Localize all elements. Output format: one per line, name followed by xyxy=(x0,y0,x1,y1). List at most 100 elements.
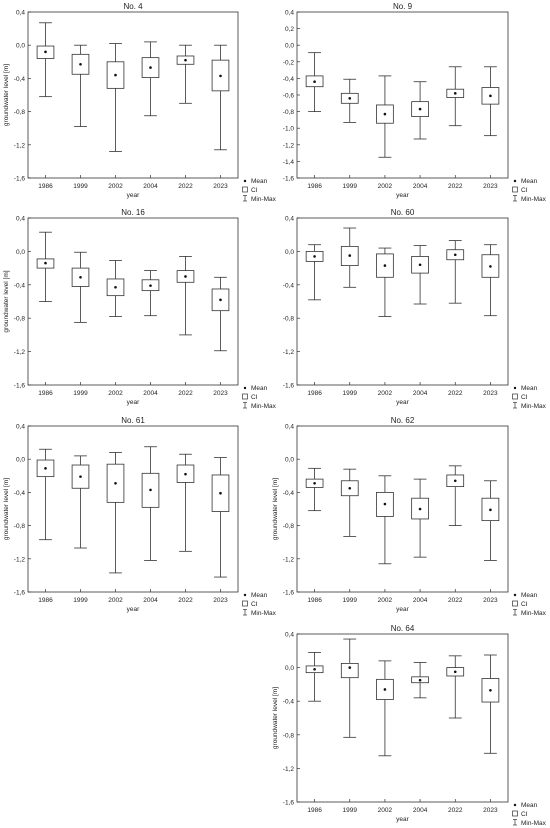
mean-point xyxy=(313,667,316,671)
y-tick-label: -0,2 xyxy=(283,59,295,66)
y-tick-label: -0,4 xyxy=(14,282,26,289)
y-tick-label: 0,0 xyxy=(16,457,25,464)
legend-ci-label: CI xyxy=(521,811,528,818)
mean-point xyxy=(348,486,352,490)
mean-point xyxy=(453,670,457,674)
chart-panel: No. 61 -1,6 -1,2 -0,8 -0,4 0,0 0,4 groundwater … xyxy=(3,416,277,617)
mean-point xyxy=(348,97,352,100)
x-tick-label: 1986 xyxy=(307,390,322,397)
x-tick-label: 2023 xyxy=(483,390,498,397)
x-tick-label: 2004 xyxy=(413,597,428,604)
mean-point xyxy=(453,479,457,483)
legend-minmax-label: Min-Max xyxy=(521,820,547,827)
y-tick-label: -1,6 xyxy=(283,590,295,597)
x-tick-label: 1986 xyxy=(307,807,322,814)
legend-mean-marker xyxy=(243,386,247,390)
y-axis-label: groundwater level [m] xyxy=(3,270,10,332)
y-tick-label: -1,6 xyxy=(283,800,295,807)
y-tick-label: -0,4 xyxy=(283,282,295,289)
mean-point xyxy=(184,275,187,278)
mean-point xyxy=(313,481,316,485)
x-tick-label: 2023 xyxy=(483,807,498,814)
x-tick-label: 2002 xyxy=(378,597,393,604)
x-tick-label: 2002 xyxy=(378,807,393,814)
x-tick-label: 1999 xyxy=(343,390,358,397)
y-tick-label: 0,0 xyxy=(16,249,25,256)
y-tick-label: -0,6 xyxy=(283,93,295,100)
chart-title: No. 60 xyxy=(391,208,415,217)
mean-point xyxy=(44,261,47,265)
x-tick-label: 2023 xyxy=(213,597,228,604)
y-tick-label: 0,0 xyxy=(16,43,25,50)
mean-point xyxy=(418,107,422,111)
x-tick-label: 2004 xyxy=(143,390,158,397)
chart-panel: No. 4 -1,6 -1,2 -0,8 -0,4 0,0 0,4 groundwater l… xyxy=(3,2,277,203)
legend-minmax-label: Min-Max xyxy=(251,196,277,203)
y-tick-label: 0,4 xyxy=(285,632,294,639)
x-axis-label: year xyxy=(396,606,409,613)
legend-mean-label: Mean xyxy=(251,385,268,392)
legend-ci-label: CI xyxy=(251,601,258,608)
mean-point xyxy=(114,481,117,485)
y-tick-label: -0,4 xyxy=(283,76,295,83)
y-tick-label: 0,0 xyxy=(285,43,294,50)
x-axis-label: year xyxy=(396,399,409,406)
legend-ci-marker xyxy=(242,600,248,607)
mean-point xyxy=(489,688,492,692)
y-tick-label: 0,4 xyxy=(16,216,25,223)
mean-point xyxy=(184,472,187,476)
chart-title: No. 64 xyxy=(391,624,415,633)
legend-ci-marker xyxy=(512,810,518,817)
y-tick-label: -1,6 xyxy=(283,176,295,183)
y-tick-label: -1,2 xyxy=(14,556,26,563)
x-tick-label: 1999 xyxy=(73,183,88,190)
x-tick-label: 1999 xyxy=(343,183,358,190)
legend-ci-marker xyxy=(242,393,248,400)
y-tick-label: 0,2 xyxy=(285,26,294,33)
y-tick-label: 0,4 xyxy=(16,10,25,17)
ci-box xyxy=(340,663,359,679)
y-tick-label: -0,4 xyxy=(14,76,26,83)
x-tick-label: 2023 xyxy=(213,183,228,190)
x-tick-label: 2023 xyxy=(483,597,498,604)
plot-frame xyxy=(296,217,509,386)
y-tick-label: 0,4 xyxy=(285,424,294,431)
plot-frame xyxy=(27,11,239,179)
legend-minmax-label: Min-Max xyxy=(251,610,277,617)
mean-point xyxy=(348,254,352,257)
x-tick-label: 1986 xyxy=(38,183,53,190)
mean-point xyxy=(149,488,152,492)
x-tick-label: 2004 xyxy=(413,390,428,397)
mean-point xyxy=(489,94,492,98)
x-tick-label: 1986 xyxy=(38,597,53,604)
y-tick-label: -1,2 xyxy=(283,349,295,356)
mean-point xyxy=(114,286,117,289)
y-tick-label: -1,2 xyxy=(14,142,26,149)
mean-point xyxy=(114,73,117,77)
legend-mean-marker xyxy=(513,803,517,807)
mean-point xyxy=(79,62,82,66)
y-axis-label: groundwater level [m] xyxy=(272,478,279,540)
legend-ci-marker xyxy=(512,393,518,400)
plot-frame xyxy=(296,425,509,593)
mean-point xyxy=(489,265,492,268)
y-tick-label: -0,4 xyxy=(14,490,26,497)
x-tick-label: 2002 xyxy=(108,390,123,397)
mean-point xyxy=(348,666,352,669)
legend-mean-label: Mean xyxy=(251,592,268,599)
y-tick-label: 0,4 xyxy=(16,424,25,431)
y-tick-label: -0,8 xyxy=(14,109,26,116)
x-tick-label: 2004 xyxy=(413,807,428,814)
mean-point xyxy=(44,50,47,54)
x-tick-label: 1986 xyxy=(307,183,322,190)
legend-mean-marker xyxy=(243,179,247,183)
legend-mean-label: Mean xyxy=(521,592,538,599)
y-tick-label: -0,8 xyxy=(283,316,295,323)
mean-point xyxy=(219,74,222,78)
x-tick-label: 1999 xyxy=(343,807,358,814)
chart-panel: No. 9 -1,6 -1,4 -1,2 -1,0 -0,8 -0,6 -0,4 -0,2 0,0… xyxy=(283,2,547,203)
mean-point xyxy=(313,80,316,84)
y-tick-label: -1,2 xyxy=(14,349,26,356)
chart-panel: No. 16 -1,6 -1,2 -0,8 -0,4 0,0 0,4 groundwater … xyxy=(3,208,277,410)
